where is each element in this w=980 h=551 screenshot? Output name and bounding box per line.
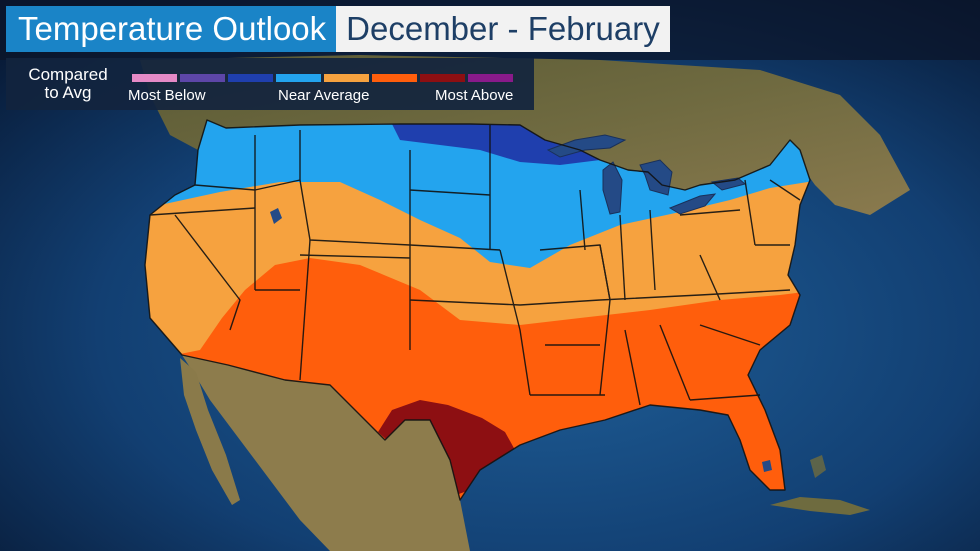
legend-swatch-near-average-warm <box>324 74 369 82</box>
legend-caption-line1: Compared <box>28 65 108 84</box>
us-outline <box>144 119 811 501</box>
legend-swatches <box>132 74 513 82</box>
legend: Compared to Avg Most Below Near Average … <box>6 58 534 110</box>
baja-california <box>180 358 240 505</box>
great-salt-lake <box>270 208 282 224</box>
legend-caption: Compared to Avg <box>14 66 122 102</box>
legend-swatch-above <box>372 74 417 82</box>
legend-swatch-most-above-2 <box>468 74 513 82</box>
map-title: Temperature Outlook <box>6 6 337 52</box>
legend-swatch-most-below-2 <box>180 74 225 82</box>
legend-swatch-below <box>228 74 273 82</box>
bahamas <box>810 455 826 478</box>
legend-label-most-above: Most Above <box>435 87 514 104</box>
legend-label-near-average: Near Average <box>278 87 370 104</box>
lake-superior <box>546 134 627 158</box>
legend-label-most-below: Most Below <box>128 87 206 104</box>
great-lakes <box>546 134 747 215</box>
lake-michigan <box>602 161 623 215</box>
legend-swatch-most-below-1 <box>132 74 177 82</box>
lake-okeechobee <box>762 460 772 472</box>
lake-erie <box>668 193 717 215</box>
lake-huron <box>639 159 673 196</box>
legend-swatch-most-above-1 <box>420 74 465 82</box>
legend-caption-line2: to Avg <box>44 83 92 102</box>
state-boundaries <box>144 119 811 501</box>
cuba <box>770 497 870 515</box>
period-label: December - February <box>336 6 670 52</box>
legend-swatch-near-average-cool <box>276 74 321 82</box>
title-bar: Temperature Outlook December - February <box>6 6 670 52</box>
mexico-landmass <box>182 355 470 551</box>
